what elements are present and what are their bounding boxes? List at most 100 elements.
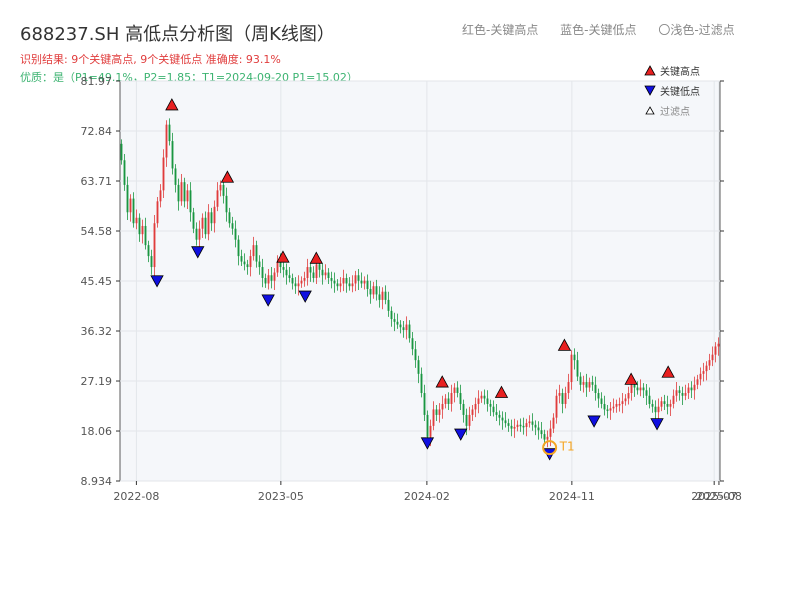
candle-body [600, 398, 603, 404]
candle-body [228, 212, 231, 224]
candle-body [219, 184, 222, 191]
candle-body [150, 256, 153, 268]
key-low-marker [150, 275, 164, 288]
candle-body [393, 319, 396, 322]
candle-body [171, 141, 174, 169]
candle-body [369, 288, 372, 295]
candle-body [174, 168, 177, 185]
candle-body [306, 267, 309, 278]
candle-body [555, 395, 558, 418]
candle-body [342, 277, 345, 284]
candle-body [195, 228, 198, 240]
candle-body [708, 360, 711, 366]
candle-body [570, 354, 573, 383]
candle-body [567, 382, 570, 394]
candle-body [357, 275, 360, 281]
candle-body [576, 360, 579, 377]
candle-body [510, 425, 513, 429]
candle-body [519, 424, 522, 427]
candle-body [138, 217, 141, 235]
y-tick-label: 18.06 [81, 425, 113, 438]
candle-body [252, 245, 255, 257]
candle-body [462, 403, 465, 415]
key-high-marker [435, 375, 449, 388]
candle-body [201, 217, 204, 229]
candle-body [207, 212, 210, 235]
x-tick-label: 2024-02 [404, 490, 450, 503]
candle-body [666, 403, 669, 407]
candle-body [381, 291, 384, 300]
key-low-marker [191, 246, 205, 259]
candle-body [297, 283, 300, 287]
y-tick-label: 27.19 [81, 375, 113, 388]
key-high-marker [661, 365, 675, 378]
candle-body [552, 417, 555, 429]
candle-body [630, 384, 633, 394]
candle-body [249, 256, 252, 268]
candle-body [483, 395, 486, 399]
candle-body [204, 217, 207, 235]
candle-body [177, 184, 180, 202]
candle-body [345, 277, 348, 284]
candle-body [573, 354, 576, 361]
candle-body [267, 275, 270, 284]
candle-body [489, 403, 492, 407]
candle-body [636, 387, 639, 391]
key-high-marker [276, 250, 290, 263]
candle-body [696, 379, 699, 385]
candle-body [303, 277, 306, 281]
candle-body [351, 283, 354, 287]
x-tick-label: 2023-05 [258, 490, 304, 503]
t1-label: T1 [559, 440, 575, 454]
candle-body [711, 354, 714, 361]
candle-body [639, 387, 642, 391]
candle-body [270, 275, 273, 281]
key-low-marker [650, 418, 664, 431]
candle-body [420, 373, 423, 394]
candle-body [651, 403, 654, 407]
candle-body [540, 430, 543, 435]
candle-body [678, 390, 681, 394]
candle-body [513, 426, 516, 429]
y-tick-label: 8.934 [81, 475, 113, 488]
y-tick-label: 36.32 [81, 325, 113, 338]
candle-body [231, 223, 234, 229]
candle-body [213, 206, 216, 224]
candle-body [147, 245, 150, 257]
candle-body [501, 417, 504, 421]
candle-body [543, 434, 546, 440]
candle-body [327, 272, 330, 278]
candle-body [681, 393, 684, 396]
candle-body [123, 160, 126, 185]
chart-title: 688237.SH 高低点分析图（周K线图） [20, 24, 335, 45]
plot-legend: 关键高点 关键低点 过滤点 [644, 65, 700, 118]
candle-body [126, 184, 129, 213]
legend-low-marker [644, 85, 656, 96]
candle-body [294, 283, 297, 287]
grid-lines [120, 80, 720, 482]
candle-body [492, 406, 495, 413]
candle-body [654, 406, 657, 413]
candle-body [453, 387, 456, 394]
candle-body [396, 321, 399, 325]
candle-body [162, 157, 165, 191]
legend-blue-low: 蓝色-关键低点 [560, 23, 637, 37]
candle-body [582, 382, 585, 385]
y-tick-label: 45.45 [81, 275, 113, 288]
candle-body [153, 223, 156, 268]
x-tick-label: 2022-08 [113, 490, 159, 503]
candle-body [156, 201, 159, 224]
candle-body [663, 401, 666, 404]
candle-body [378, 294, 381, 300]
candle-body [186, 190, 189, 202]
candle-body [633, 384, 636, 388]
candle-body [612, 406, 615, 409]
candle-body [675, 390, 678, 396]
candle-body [585, 382, 588, 388]
x-tick-label: 2024-11 [549, 490, 595, 503]
candle-body [282, 267, 285, 270]
candle-body [120, 143, 123, 161]
candle-body [129, 198, 132, 213]
key-high-marker [557, 338, 572, 351]
